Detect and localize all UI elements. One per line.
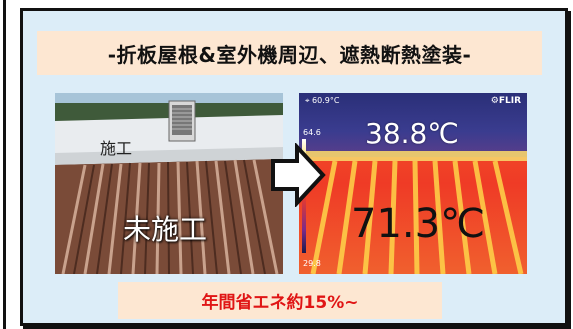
energy-saving-banner: 年間省エネ約15%~ <box>118 282 442 319</box>
adjacent-panel-edge <box>0 0 6 329</box>
spot-temperature-readout: ⌖ 60.9°C <box>305 96 340 105</box>
thermal-image: ⌖ 60.9°C ⚙FLIR 64.6 29.8 38.8℃ 71.3℃ <box>299 93 527 274</box>
uncoated-temperature: 71.3℃ <box>351 201 485 247</box>
coated-temperature: 38.8℃ <box>365 117 459 150</box>
thermal-image-graphic <box>299 93 527 274</box>
roof-photo: 施工 未施工 <box>55 93 283 274</box>
roof-photo-image <box>55 93 283 274</box>
panel-title: -折板屋根&室外機周辺、遮熱断熱塗装- <box>107 42 472 67</box>
coated-area-label: 施工 <box>100 139 133 158</box>
uncoated-area-label: 未施工 <box>123 213 208 246</box>
arrow-right-icon <box>271 143 326 207</box>
energy-saving-text: 年間省エネ約15%~ <box>201 293 359 313</box>
camera-brand-logo: ⚙FLIR <box>490 96 521 106</box>
coating-info-panel: -折板屋根&室外機周辺、遮熱断熱塗装- <box>20 8 568 326</box>
scale-min-label: 29.8 <box>303 259 321 268</box>
scale-max-label: 64.6 <box>303 128 321 137</box>
title-banner: -折板屋根&室外機周辺、遮熱断熱塗装- <box>37 31 542 75</box>
